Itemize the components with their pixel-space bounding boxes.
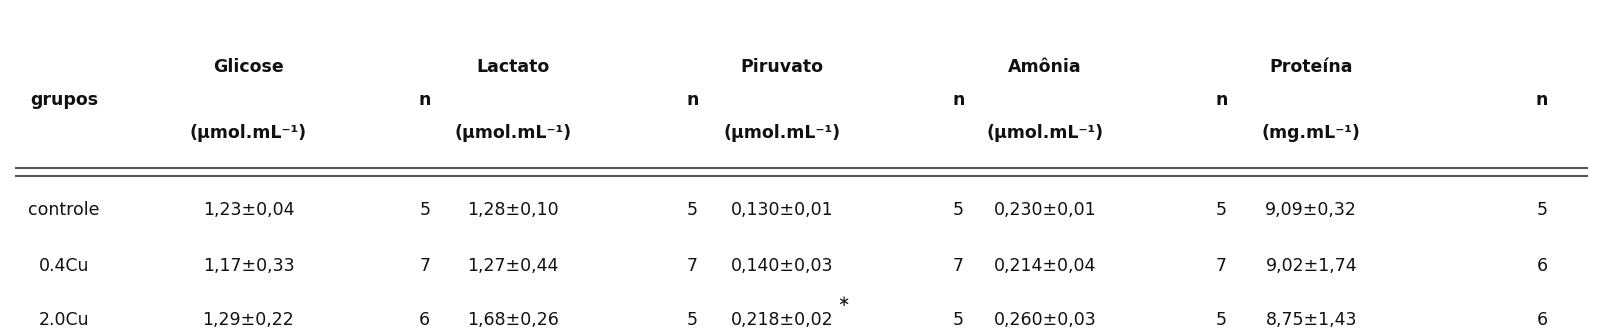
- Text: n: n: [1215, 91, 1228, 109]
- Text: 7: 7: [1217, 257, 1226, 275]
- Text: 1,27±0,44: 1,27±0,44: [466, 257, 559, 275]
- Text: 9,02±1,74: 9,02±1,74: [1265, 257, 1358, 275]
- Text: (mg.mL⁻¹): (mg.mL⁻¹): [1262, 124, 1361, 142]
- Text: 7: 7: [954, 257, 963, 275]
- Text: 7: 7: [688, 257, 697, 275]
- Text: 6: 6: [1537, 257, 1547, 275]
- Text: 0,230±0,01: 0,230±0,01: [994, 201, 1096, 219]
- Text: Glicose: Glicose: [213, 58, 284, 76]
- Text: 0,130±0,01: 0,130±0,01: [731, 201, 834, 219]
- Text: 5: 5: [1537, 201, 1547, 219]
- Text: 6: 6: [420, 311, 430, 329]
- Text: 2.0Cu: 2.0Cu: [38, 311, 90, 329]
- Text: 0,140±0,03: 0,140±0,03: [731, 257, 834, 275]
- Text: (μmol.mL⁻¹): (μmol.mL⁻¹): [454, 124, 572, 142]
- Text: 1,23±0,04: 1,23±0,04: [202, 201, 295, 219]
- Text: n: n: [952, 91, 965, 109]
- Text: 5: 5: [688, 311, 697, 329]
- Text: (μmol.mL⁻¹): (μmol.mL⁻¹): [723, 124, 842, 142]
- Text: 1,17±0,33: 1,17±0,33: [202, 257, 295, 275]
- Text: 1,29±0,22: 1,29±0,22: [202, 311, 295, 329]
- Text: 0,218±0,02: 0,218±0,02: [731, 311, 834, 329]
- Text: n: n: [1536, 91, 1548, 109]
- Text: n: n: [686, 91, 699, 109]
- Text: Proteína: Proteína: [1270, 58, 1353, 76]
- Text: 6: 6: [1537, 311, 1547, 329]
- Text: grupos: grupos: [30, 91, 98, 109]
- Text: 0,260±0,03: 0,260±0,03: [994, 311, 1096, 329]
- Text: 1,68±0,26: 1,68±0,26: [466, 311, 559, 329]
- Text: 7: 7: [420, 257, 430, 275]
- Text: Lactato: Lactato: [476, 58, 550, 76]
- Text: 8,75±1,43: 8,75±1,43: [1265, 311, 1358, 329]
- Text: (μmol.mL⁻¹): (μmol.mL⁻¹): [189, 124, 308, 142]
- Text: ∗: ∗: [837, 294, 850, 309]
- Text: 1,28±0,10: 1,28±0,10: [466, 201, 559, 219]
- Text: 5: 5: [1217, 201, 1226, 219]
- Text: 0,214±0,04: 0,214±0,04: [994, 257, 1096, 275]
- Text: 9,09±0,32: 9,09±0,32: [1265, 201, 1358, 219]
- Text: (μmol.mL⁻¹): (μmol.mL⁻¹): [986, 124, 1104, 142]
- Text: 5: 5: [420, 201, 430, 219]
- Text: 5: 5: [954, 311, 963, 329]
- Text: Amônia: Amônia: [1008, 58, 1082, 76]
- Text: 5: 5: [1217, 311, 1226, 329]
- Text: 5: 5: [688, 201, 697, 219]
- Text: 5: 5: [954, 201, 963, 219]
- Text: 0.4Cu: 0.4Cu: [38, 257, 90, 275]
- Text: Piruvato: Piruvato: [741, 58, 824, 76]
- Text: controle: controle: [29, 201, 99, 219]
- Text: n: n: [418, 91, 431, 109]
